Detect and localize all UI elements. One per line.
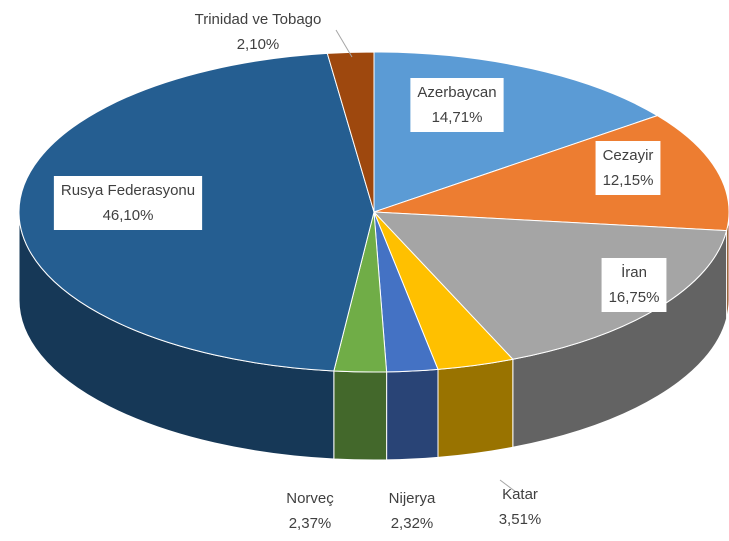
slice-name: Katar [502,486,538,503]
leader-line [335,29,353,58]
slice-name: Norveç [286,490,334,507]
slice-name: Trinidad ve Tobago [195,11,322,28]
label-box [53,176,203,230]
slice-label: Katar 3,51% [499,486,542,528]
slice-value: 14,71% [432,109,483,126]
slice-name: Nijerya [389,490,436,507]
slice-label: Norveç 2,37% [286,490,334,532]
slice-value: 2,32% [391,515,434,532]
pie-sides [18,211,729,461]
leader-line [499,479,517,493]
slice-label: Rusya Federasyonu 46,10% [53,176,203,230]
label-box [410,78,504,132]
label-box [601,258,667,312]
slice-value: 2,10% [237,36,280,53]
slice-label: Azerbaycan 14,71% [410,78,504,132]
pie-side [333,370,388,461]
slice-value: 12,15% [603,172,654,189]
slice-value: 46,10% [103,207,154,224]
slice-label: Nijerya 2,32% [389,490,436,532]
slice-label: Cezayir 12,15% [595,141,661,195]
labels: Azerbaycan 14,71% Cezayir 12,15% İran 16,75% K… [53,11,667,532]
slice-value: 2,37% [289,515,332,532]
slice-label: Trinidad ve Tobago 2,10% [195,11,322,53]
pie-side [386,368,439,461]
slice-name: Cezayir [603,147,654,164]
pie-slice [326,51,375,213]
label-box [595,141,661,195]
slice-name: Azerbaycan [417,84,496,101]
slice-label: İran 16,75% [601,258,667,312]
slice-value: 3,51% [499,511,542,528]
slice-value: 16,75% [609,289,660,306]
pie-side [437,358,514,458]
slice-name: İran [621,263,647,281]
slice-name: Rusya Federasyonu [61,182,195,199]
